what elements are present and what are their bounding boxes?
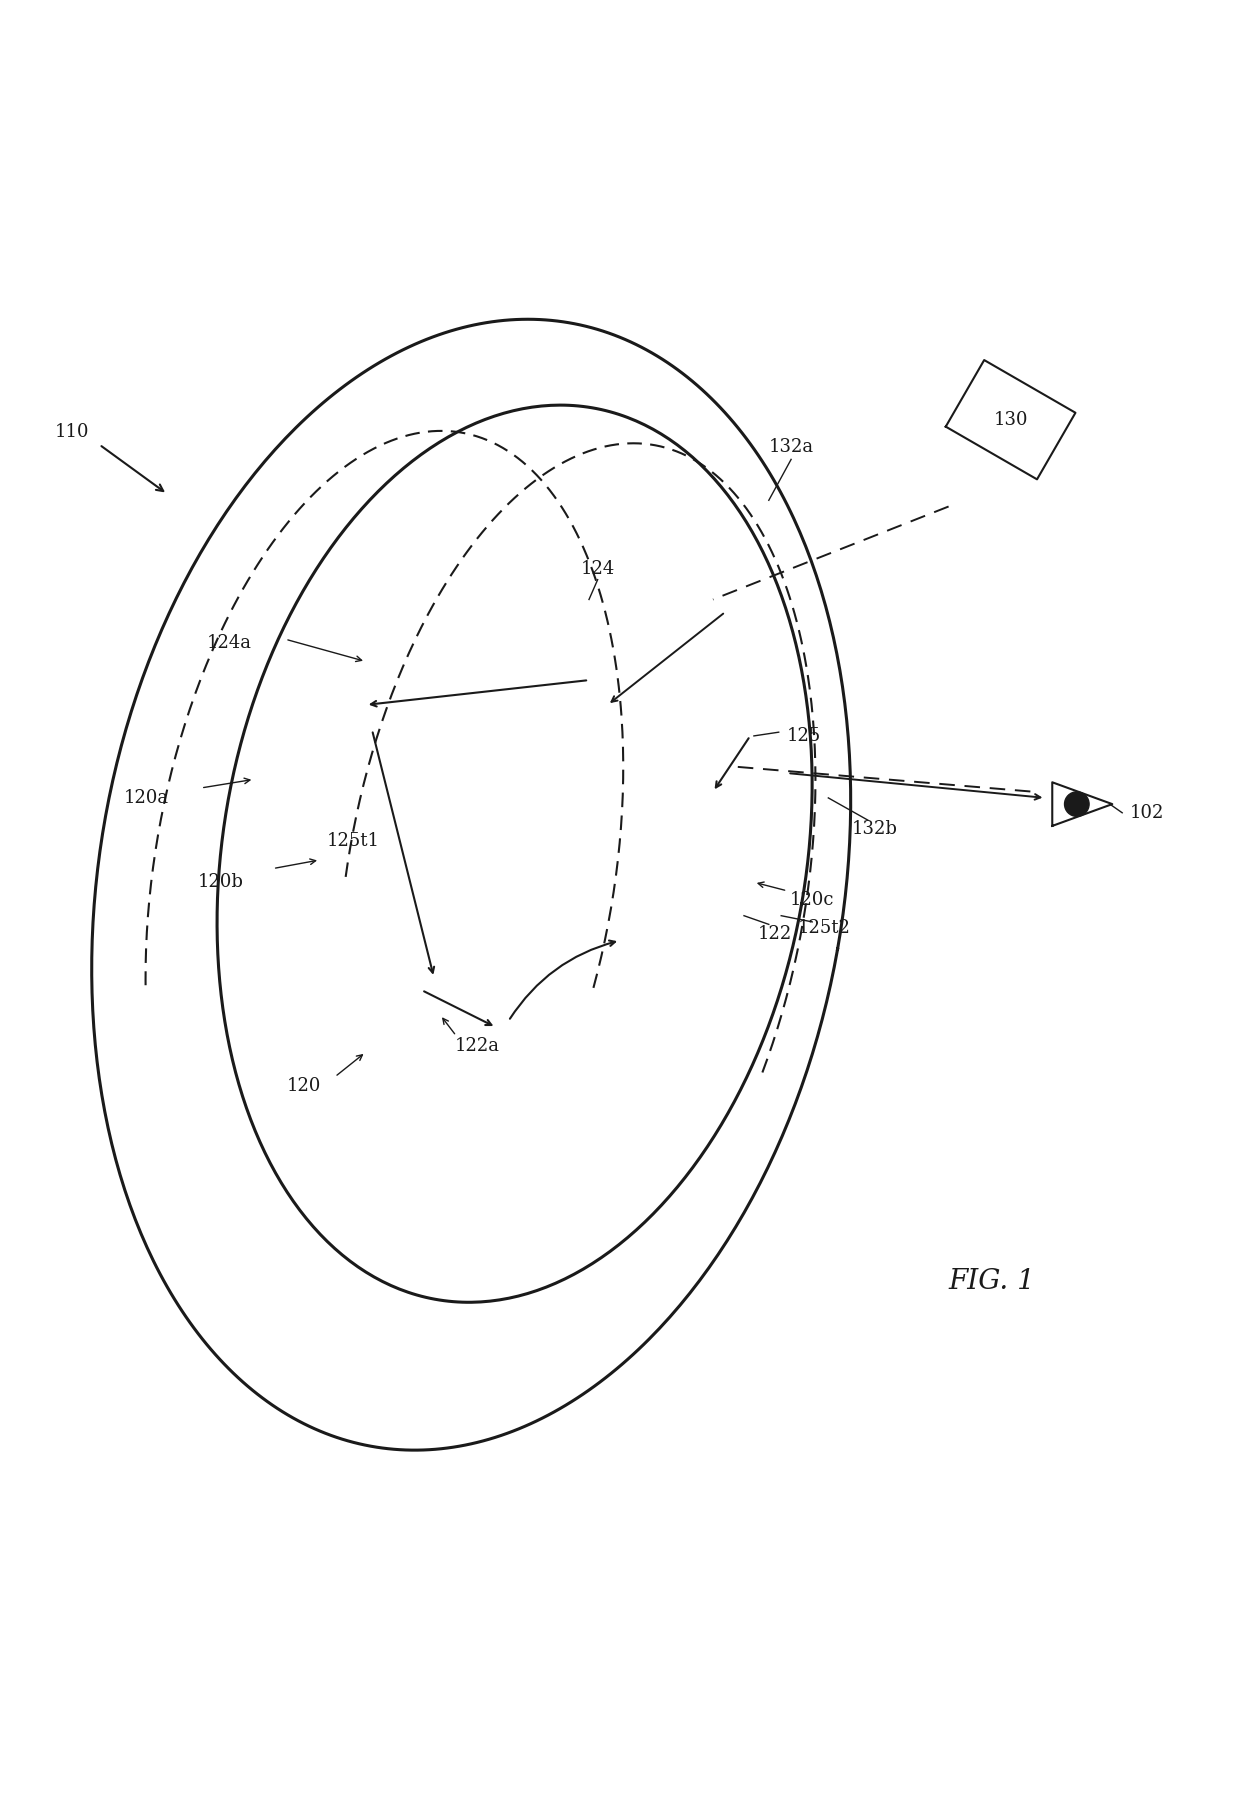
Text: 120b: 120b bbox=[198, 873, 243, 891]
Text: 122: 122 bbox=[758, 926, 792, 944]
Text: 122a: 122a bbox=[455, 1037, 500, 1055]
Text: 124: 124 bbox=[580, 560, 615, 577]
Text: FIG. 1: FIG. 1 bbox=[949, 1268, 1035, 1295]
Text: 130: 130 bbox=[993, 411, 1028, 429]
Text: 120: 120 bbox=[286, 1077, 321, 1095]
Text: 120c: 120c bbox=[790, 891, 835, 908]
Text: 132a: 132a bbox=[769, 438, 813, 457]
Text: 110: 110 bbox=[55, 424, 89, 440]
Text: 120a: 120a bbox=[124, 789, 169, 808]
Text: 125t2: 125t2 bbox=[799, 919, 851, 937]
Text: 124a: 124a bbox=[207, 633, 252, 651]
Text: 132b: 132b bbox=[852, 820, 897, 839]
Text: 102: 102 bbox=[1130, 804, 1164, 822]
Text: 125: 125 bbox=[786, 728, 821, 746]
Text: 125t1: 125t1 bbox=[327, 833, 379, 849]
Circle shape bbox=[1064, 791, 1089, 817]
